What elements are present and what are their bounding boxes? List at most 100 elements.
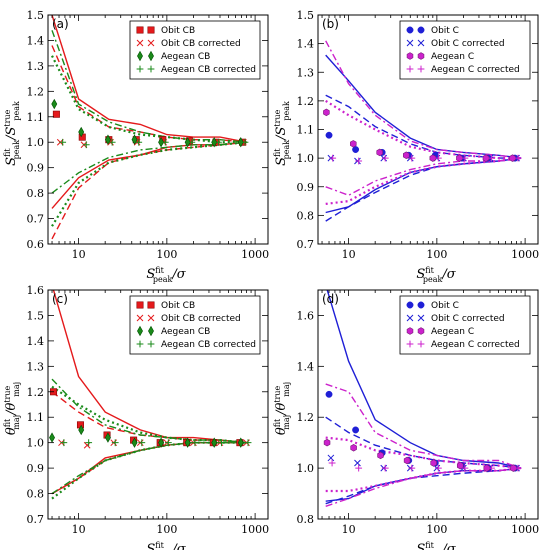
data-point-plus <box>111 439 119 447</box>
data-point-hexagon <box>430 459 437 467</box>
data-point-hexagon <box>482 154 490 162</box>
data-point-hexagon <box>403 151 410 160</box>
y-axis-label: θfitmaj/θtruemaj <box>273 382 291 435</box>
data-point-plus <box>188 138 196 146</box>
data-point-circle <box>352 426 360 434</box>
legend-label: Obit CB corrected <box>161 39 241 49</box>
legend-marker-hexagon <box>406 52 414 60</box>
x-tick-label: 10 <box>72 248 86 261</box>
panel-label: (a) <box>52 17 69 31</box>
data-point-diamond <box>51 98 58 110</box>
y-tick-label: 0.6 <box>27 238 45 251</box>
data-point-hexagon <box>350 444 357 452</box>
legend-marker-plus <box>417 340 425 348</box>
data-point-square <box>52 110 60 118</box>
y-tick-label: 1.2 <box>27 85 45 98</box>
legend-label: Obit CB <box>161 26 195 36</box>
panel-c: 10 100 1000 0.7 0.8 0.9 1.0 1.1 1.2 1.3 1.4 1.5 1.6 (… <box>3 284 269 550</box>
legend-label: Obit C corrected <box>431 314 505 324</box>
x-tick-label: 10 <box>342 523 356 536</box>
panel-d: 10 100 1000 0.8 1.0 1.2 1.4 1.6 (d) Sfitpeak/σ θfi… <box>273 289 539 550</box>
data-point-plus <box>461 464 469 472</box>
legend-marker-circle <box>417 301 425 309</box>
legend-marker-x <box>406 314 414 322</box>
y-tick-label: 1.5 <box>27 9 45 22</box>
y-tick-label: 0.9 <box>297 181 315 194</box>
legend-marker-x <box>417 314 425 322</box>
legend-marker-diamond <box>148 325 154 337</box>
x-tick-label: 1000 <box>241 248 269 261</box>
legend-marker-plus <box>406 340 414 348</box>
y-tick-label: 1.2 <box>297 95 315 108</box>
legend-label: Obit C <box>431 301 459 311</box>
series-line-green-dotted-upper <box>51 55 247 144</box>
legend-marker-hexagon <box>417 327 425 335</box>
series-line-magenta-dashdot-upper <box>325 40 522 159</box>
series-line-magenta-dotted-lower <box>325 157 522 205</box>
legend-label: Obit C corrected <box>431 39 505 49</box>
y-tick-label: 1.0 <box>27 437 45 450</box>
data-point-plus <box>244 439 252 447</box>
data-point-plus <box>218 439 225 447</box>
legend-marker-plus <box>136 340 144 348</box>
data-point-diamond <box>184 137 191 148</box>
data-point-plus <box>355 157 363 165</box>
x-tick-label: 1000 <box>241 523 269 536</box>
data-point-plus <box>191 439 199 447</box>
data-point-plus <box>434 464 442 472</box>
data-point-plus <box>461 154 469 162</box>
legend-label: Obit CB corrected <box>161 314 241 324</box>
data-point-plus <box>408 464 416 472</box>
x-tick-label: 100 <box>156 523 177 536</box>
y-tick-label: 1.1 <box>27 111 45 124</box>
y-tick-label: 1.2 <box>297 411 315 424</box>
y-tick-label: 1.0 <box>297 152 315 165</box>
series-line-red-solid-lower <box>51 442 247 495</box>
legend-marker-x <box>136 39 144 47</box>
panel-b: 10 100 1000 0.7 0.8 0.9 1.0 1.1 1.2 1.3 1.4 1.5 (b) S… <box>273 9 539 284</box>
legend-marker-x <box>147 39 155 47</box>
data-point-plus <box>514 464 522 472</box>
data-point-circle <box>325 131 333 139</box>
data-point-x <box>354 459 361 467</box>
data-point-diamond <box>131 437 138 448</box>
x-tick-label: 1000 <box>511 248 539 261</box>
data-point-hexagon <box>483 464 491 472</box>
legend-marker-plus <box>417 65 425 73</box>
y-axis-label: Sfitpeak/Struepeak <box>3 101 21 166</box>
data-point-plus <box>329 154 337 162</box>
data-point-diamond <box>78 424 85 436</box>
y-tick-label: 1.3 <box>297 66 315 79</box>
legend-marker-diamond <box>137 50 143 62</box>
series-line-green-dotted-lower <box>51 441 247 500</box>
x-tick-label: 100 <box>426 248 447 261</box>
y-tick-label: 1.0 <box>27 136 45 149</box>
y-tick-label: 1.1 <box>297 124 315 137</box>
panel-label: (c) <box>52 292 68 306</box>
series-line-magenta-dashdot-lower <box>325 467 522 507</box>
legend-marker-x <box>147 314 155 322</box>
series-line-green-dotted-lower <box>51 141 247 227</box>
data-point-plus <box>434 154 442 162</box>
series-line-red-dashed-lower <box>51 141 247 240</box>
data-point-plus <box>85 439 93 447</box>
y-tick-label: 1.4 <box>27 34 45 47</box>
data-point-hexagon <box>429 154 437 162</box>
y-tick-label: 0.7 <box>27 513 45 526</box>
legend-marker-x <box>406 39 414 47</box>
y-tick-label: 0.8 <box>297 513 315 526</box>
x-tick-label: 100 <box>156 248 177 261</box>
y-tick-label: 0.9 <box>27 462 45 475</box>
data-point-hexagon <box>350 140 357 148</box>
x-tick-label: 10 <box>72 523 86 536</box>
y-tick-label: 1.4 <box>297 38 315 51</box>
series-line-red-solid-upper <box>51 15 247 143</box>
data-point-hexagon <box>376 148 383 157</box>
y-tick-label: 0.8 <box>27 488 45 501</box>
y-tick-label: 0.7 <box>27 213 45 226</box>
data-point-plus <box>241 138 249 146</box>
data-point-hexagon <box>456 154 463 162</box>
legend-marker-plus <box>136 65 144 73</box>
